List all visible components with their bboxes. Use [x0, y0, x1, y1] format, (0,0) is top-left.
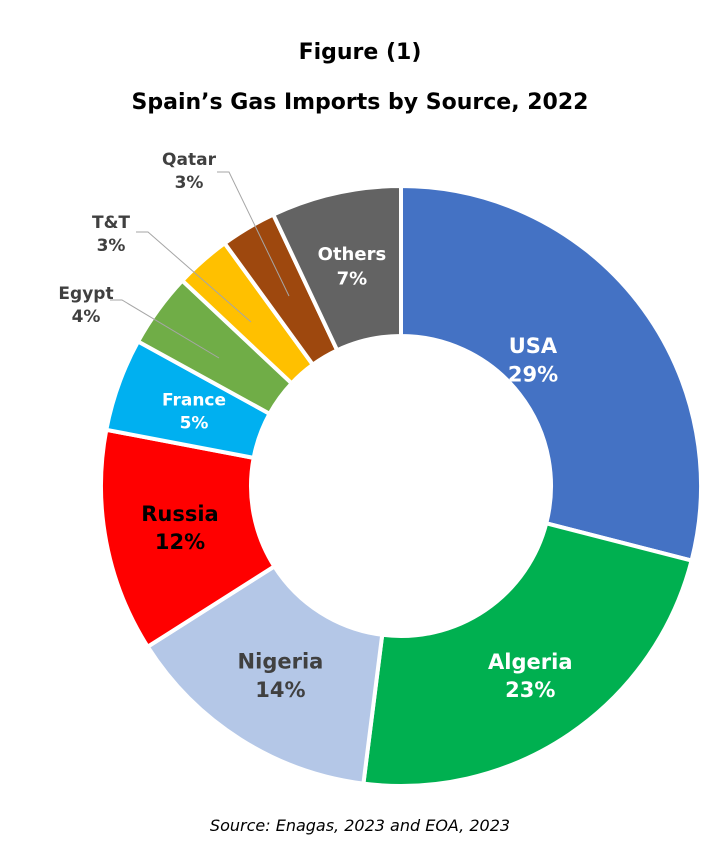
- data-label-france: France 5%: [162, 391, 226, 434]
- slice-nigeria: [144, 563, 385, 786]
- figure-label: Figure (1): [298, 40, 422, 65]
- data-label-t-t: T&T 3%: [92, 213, 130, 256]
- data-label-algeria: Algeria 23%: [488, 650, 572, 702]
- slice-algeria: [361, 520, 695, 788]
- slice-usa: [399, 183, 703, 564]
- slice-others: [270, 183, 403, 353]
- leader-line-egypt: [110, 299, 220, 359]
- leader-line-qatar: [217, 171, 290, 297]
- chart-title: Spain’s Gas Imports by Source, 2022: [131, 90, 589, 115]
- data-label-usa: USA 29%: [508, 334, 558, 386]
- leader-line-t-t: [136, 231, 252, 323]
- data-label-others: Others 7%: [318, 244, 387, 289]
- source-note: Source: Enagas, 2023 and EOA, 2023: [209, 816, 511, 835]
- data-label-nigeria: Nigeria 14%: [238, 650, 324, 702]
- data-label-russia: Russia 12%: [141, 502, 219, 554]
- data-label-egypt: Egypt 4%: [58, 284, 113, 327]
- data-label-qatar: Qatar 3%: [162, 150, 217, 193]
